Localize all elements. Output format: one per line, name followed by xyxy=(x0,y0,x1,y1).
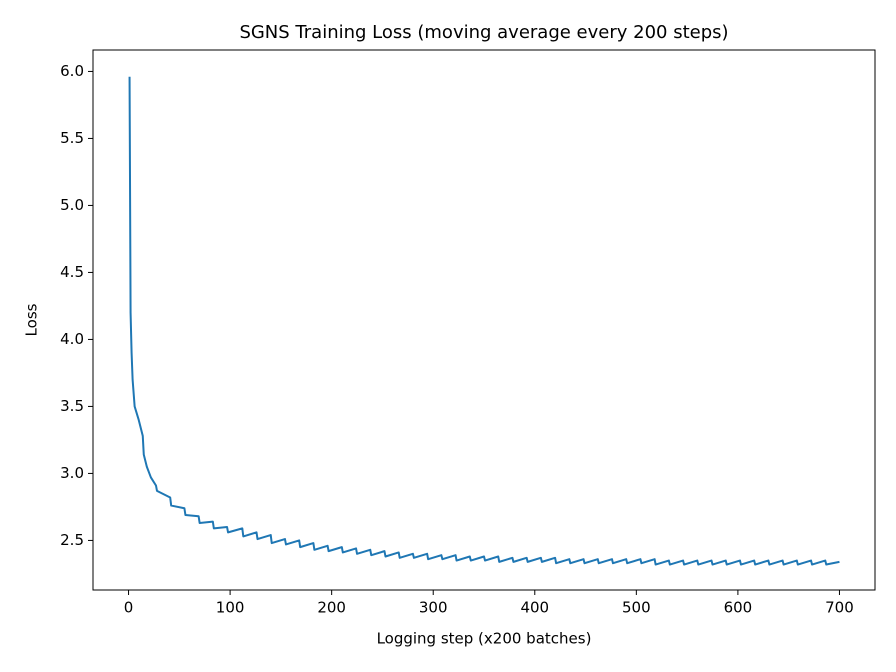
x-tick-label: 200 xyxy=(317,599,346,617)
chart-title: SGNS Training Loss (moving average every… xyxy=(239,22,728,43)
y-tick-label: 4.5 xyxy=(60,263,84,281)
x-tick-label: 600 xyxy=(724,599,753,617)
x-tick-label: 700 xyxy=(825,599,854,617)
x-tick-label: 500 xyxy=(622,599,651,617)
x-tick-label: 300 xyxy=(419,599,448,617)
y-tick-label: 5.0 xyxy=(60,196,84,214)
x-tick-label: 100 xyxy=(216,599,245,617)
x-tick-label: 0 xyxy=(124,599,134,617)
y-tick-label: 4.0 xyxy=(60,330,84,348)
y-tick-label: 5.5 xyxy=(60,129,84,147)
y-tick-label: 2.5 xyxy=(60,531,84,549)
y-tick-label: 3.0 xyxy=(60,464,84,482)
y-tick-label: 3.5 xyxy=(60,397,84,415)
plot-frame xyxy=(92,49,876,591)
y-axis-label: Loss xyxy=(23,303,41,336)
loss-line xyxy=(128,76,840,566)
x-tick-label: 400 xyxy=(520,599,549,617)
y-tick-label: 6.0 xyxy=(60,62,84,80)
x-axis-label: Logging step (x200 batches) xyxy=(377,630,592,648)
